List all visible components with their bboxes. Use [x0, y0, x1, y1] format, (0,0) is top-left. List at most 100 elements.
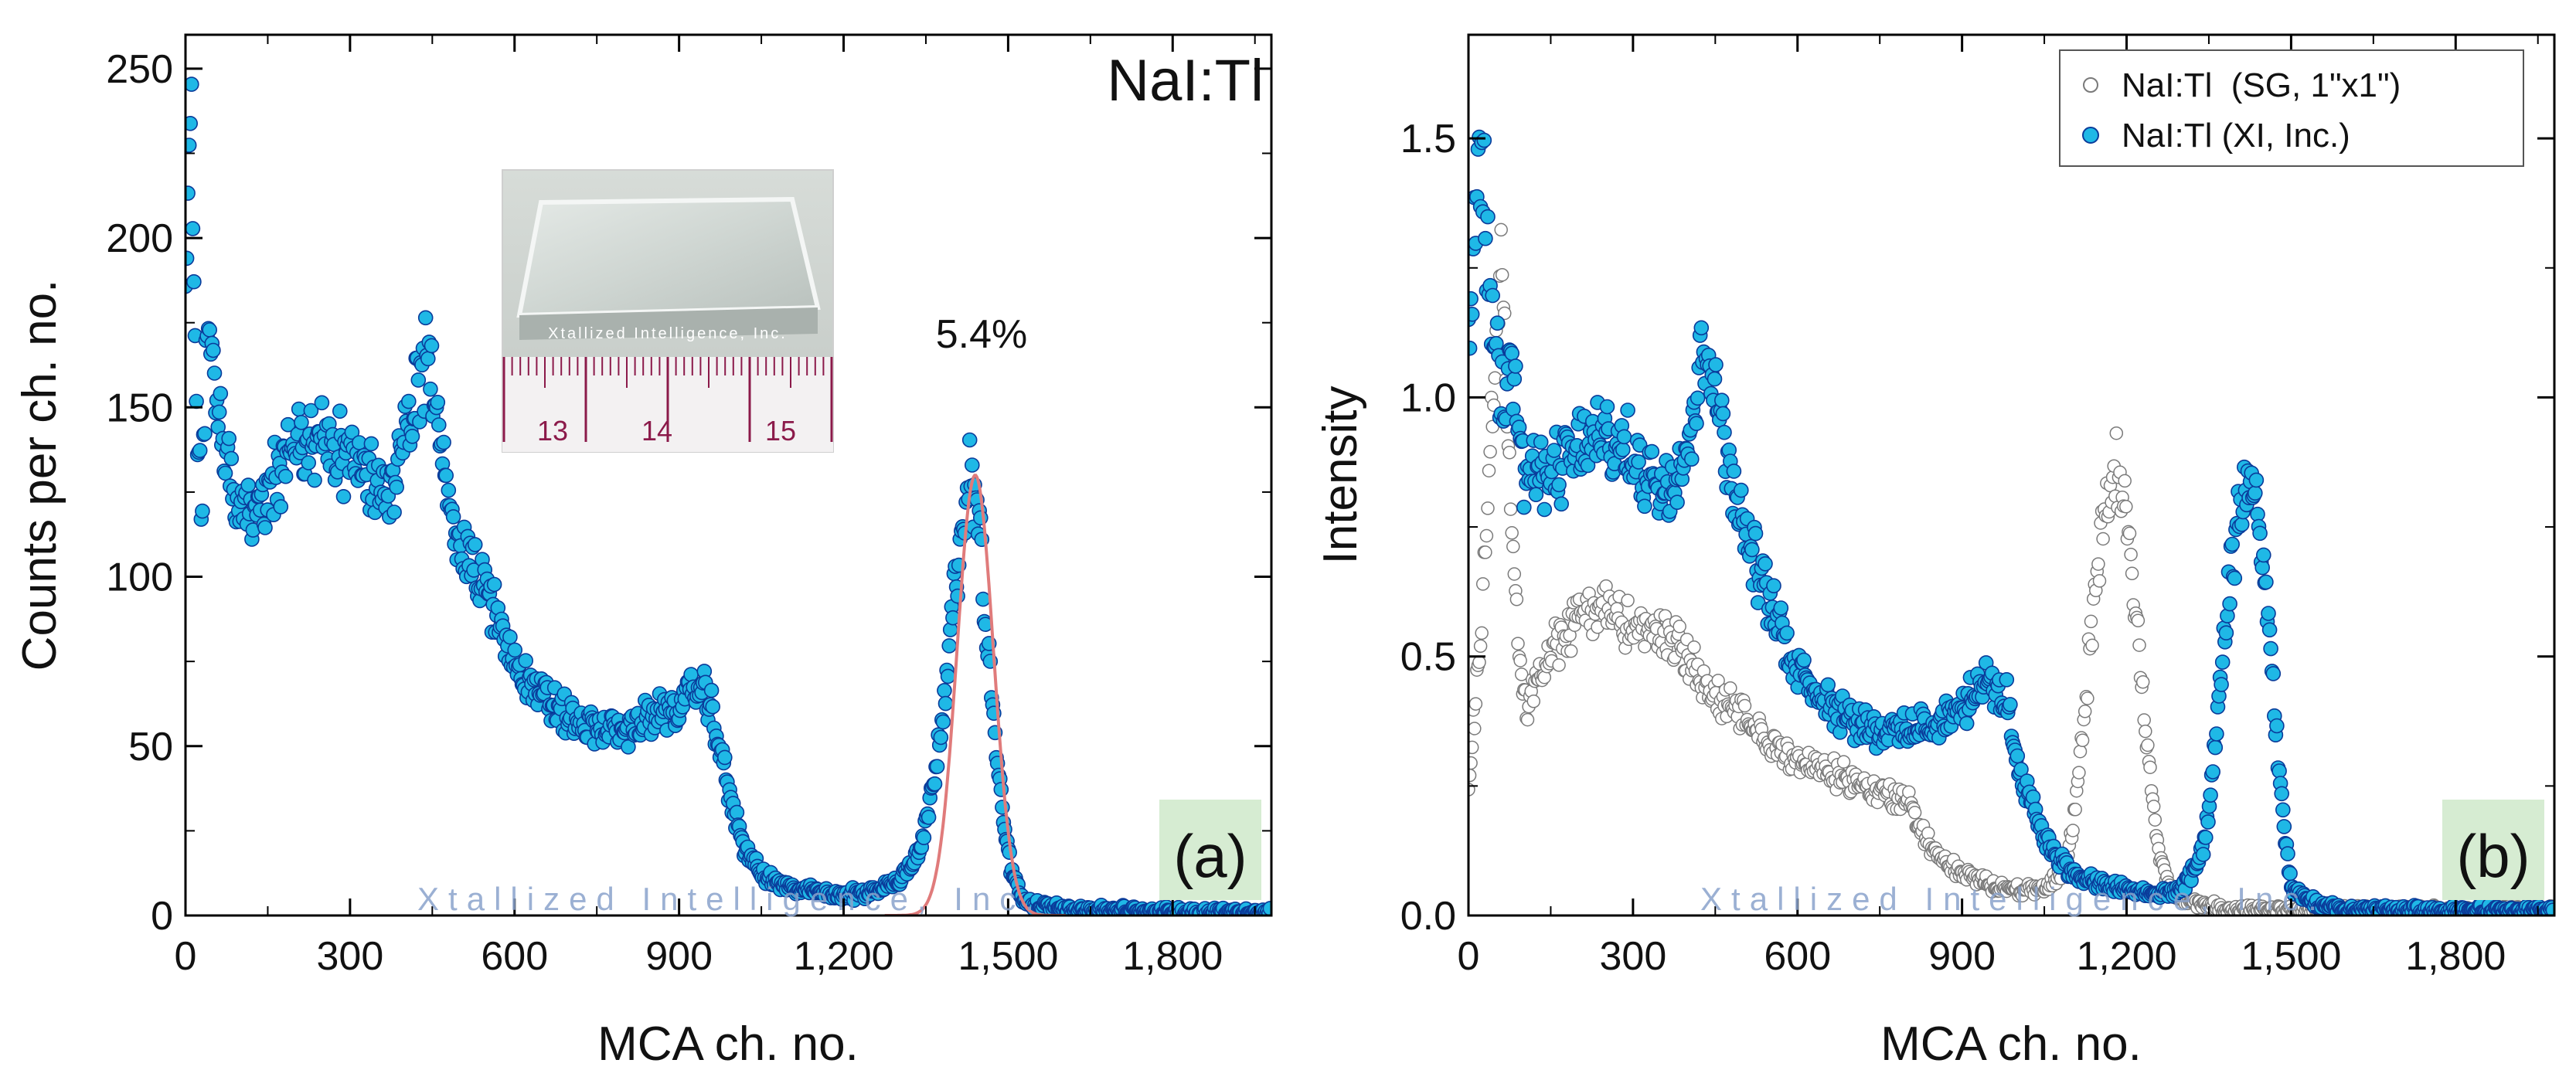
- chart-title: NaI:Tl: [1107, 48, 1264, 114]
- data-point-xi: [1476, 132, 1492, 148]
- data-point-sg: [1507, 567, 1522, 581]
- data-point-xi: [420, 351, 436, 367]
- data-point-sg: [1498, 306, 1512, 321]
- data-point-sg: [2081, 691, 2094, 705]
- data-point-xi: [2265, 666, 2282, 681]
- data-point-xi: [344, 424, 360, 440]
- data-point-sg: [1520, 712, 1535, 727]
- data-point-xi: [1766, 578, 1781, 594]
- data-point-xi: [1615, 442, 1631, 457]
- data-point-sg: [1479, 545, 1492, 559]
- data-point-xi: [2280, 846, 2295, 861]
- data-point-xi: [2254, 559, 2270, 576]
- data-point-sg: [2096, 532, 2110, 546]
- data-point-xi: [2003, 697, 2018, 712]
- data-point-xi: [2261, 606, 2276, 621]
- data-point-sg: [2125, 566, 2139, 581]
- data-point-xi: [683, 667, 699, 682]
- data-point-xi: [1485, 287, 1500, 304]
- data-point-sg: [2077, 705, 2092, 718]
- y-tick-label: 1.5: [1400, 117, 1456, 161]
- data-point-xi: [2214, 654, 2231, 670]
- data-point-xi: [1734, 482, 1749, 498]
- y-tick-label: 1.0: [1400, 375, 1456, 420]
- ruler: [502, 357, 833, 442]
- data-point-xi: [1708, 357, 1724, 372]
- data-point-xi: [2222, 596, 2237, 612]
- data-point-xi: [467, 537, 483, 552]
- data-point-sg: [2122, 526, 2137, 541]
- data-point-xi: [2234, 516, 2250, 532]
- y-axis-label-a: Counts per ch. no.: [13, 280, 66, 671]
- data-point-xi: [257, 520, 273, 535]
- data-point-xi: [507, 642, 523, 658]
- data-point-xi: [1958, 715, 1975, 732]
- data-point-xi: [441, 482, 457, 498]
- data-point-sg: [2109, 426, 2124, 440]
- data-point-xi: [2282, 865, 2298, 881]
- data-point-sg: [1509, 593, 1524, 606]
- y-tick-label: 150: [106, 386, 173, 430]
- data-point-xi: [1468, 340, 1478, 356]
- data-point-xi: [186, 273, 202, 290]
- data-point-sg: [1475, 577, 1490, 591]
- data-point-xi: [1690, 390, 1706, 406]
- data-point-xi: [389, 479, 405, 495]
- x-tick-label: 0: [1458, 934, 1480, 979]
- panel-label-box-b: [2442, 800, 2544, 900]
- data-point-xi: [2227, 570, 2243, 586]
- data-point-sg: [2141, 738, 2155, 752]
- data-point-xi: [1508, 358, 1523, 374]
- data-point-xi: [1717, 424, 1732, 440]
- data-point-sg: [1472, 655, 1486, 669]
- data-point-xi: [2207, 739, 2224, 756]
- data-point-xi: [2214, 677, 2229, 692]
- x-tick-label: 0: [175, 934, 197, 979]
- y-axis-label-b: Intensity: [1314, 386, 1367, 565]
- ruler-label-14: 14: [641, 415, 672, 447]
- data-point-xi: [2200, 814, 2216, 830]
- x-tick-label: 900: [1928, 934, 1996, 979]
- x-axis-label-a: MCA ch. no.: [597, 1017, 859, 1071]
- data-point-xi: [417, 310, 434, 326]
- data-point-xi: [2224, 536, 2240, 552]
- data-point-xi: [920, 810, 937, 825]
- data-point-xi: [937, 682, 952, 698]
- data-point-xi: [941, 638, 957, 654]
- data-point-xi: [1669, 494, 1685, 511]
- data-point-sg: [1482, 464, 1496, 477]
- data-point-xi: [1726, 464, 1742, 479]
- y-tick-label: 100: [106, 555, 173, 600]
- data-point-xi: [1631, 454, 1646, 470]
- data-point-xi: [2258, 574, 2274, 590]
- data-point-xi: [410, 372, 427, 388]
- data-point-xi: [1599, 399, 1615, 415]
- data-point-xi: [217, 465, 233, 481]
- data-point-sg: [1737, 698, 1752, 713]
- data-point-sg: [1468, 768, 1477, 783]
- data-point-xi: [1758, 555, 1773, 572]
- data-point-xi: [1504, 345, 1519, 362]
- data-point-xi: [2203, 787, 2218, 803]
- data-point-sg: [1473, 639, 1488, 654]
- data-point-xi: [1516, 499, 1532, 515]
- data-point-sg: [1552, 658, 1566, 672]
- data-point-sg: [2146, 800, 2161, 814]
- data-point-sg: [1902, 785, 1916, 799]
- data-point-xi: [2013, 762, 2029, 777]
- data-point-xi: [436, 434, 451, 450]
- data-point-sg: [2091, 557, 2105, 571]
- data-point-xi: [938, 695, 954, 712]
- data-point-xi: [518, 653, 534, 669]
- data-point-xi: [1528, 487, 1544, 503]
- data-point-xi: [185, 221, 201, 236]
- data-point-xi: [277, 468, 294, 484]
- data-point-sg: [1468, 697, 1483, 711]
- data-point-xi: [430, 417, 447, 433]
- legend: NaI:Tl (SG, 1"x1") NaI:Tl (XI, Inc.): [2059, 49, 2524, 167]
- data-point-xi: [1262, 901, 1271, 915]
- data-point-xi: [2205, 764, 2220, 780]
- x-axis-label-b: MCA ch. no.: [1880, 1017, 2142, 1071]
- data-point-xi: [185, 138, 197, 153]
- data-point-sg: [2137, 713, 2151, 727]
